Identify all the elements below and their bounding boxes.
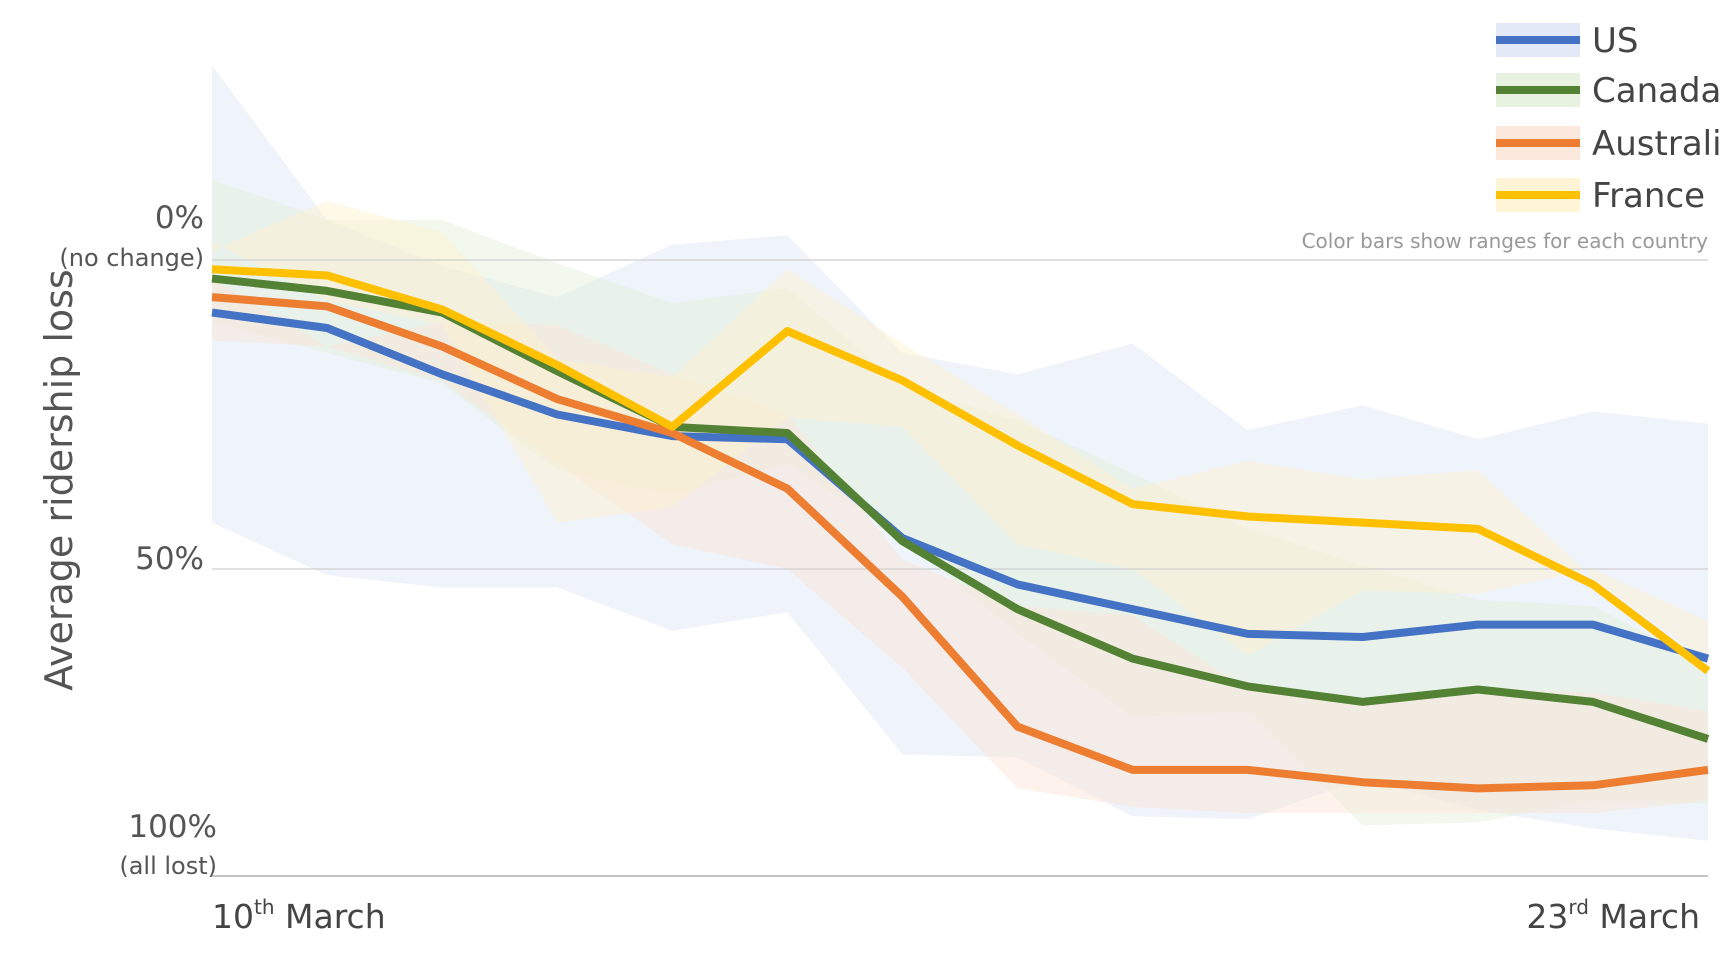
- legend-line-swatch-us: [1496, 36, 1580, 44]
- y-tick-label-0: 0%: [155, 200, 204, 236]
- legend-line-swatch-france: [1496, 191, 1580, 199]
- range-band-us: [212, 65, 1708, 841]
- y-tick-sublabel-0: (no change): [59, 244, 204, 272]
- x-label-end: 23rd March: [1526, 895, 1700, 936]
- series-line-australia: [211, 293, 1709, 793]
- y-axis-title: Average ridership loss: [37, 269, 81, 690]
- legend: US Canada Australia France: [1496, 21, 1722, 216]
- range-bands: [212, 65, 1708, 841]
- series-lines: [211, 265, 1711, 793]
- series-line-us: [211, 308, 1710, 663]
- legend-label-france: France: [1592, 176, 1705, 216]
- legend-label-australia: Australia: [1592, 124, 1722, 164]
- legend-line-swatch-canada: [1496, 86, 1580, 94]
- legend-item-france: France: [1496, 176, 1705, 216]
- y-tick-label-50: 50%: [135, 541, 204, 577]
- range-band-australia: [212, 278, 1708, 814]
- range-band-canada: [212, 179, 1708, 826]
- y-tick-sublabel-100: (all lost): [119, 852, 217, 880]
- legend-label-canada: Canada: [1592, 71, 1721, 111]
- legend-item-us: US: [1496, 21, 1638, 61]
- legend-item-canada: Canada: [1496, 71, 1721, 111]
- axes: Average ridership loss 0% (no change) 50% 1…: [37, 200, 217, 880]
- range-note: Color bars show ranges for each country: [1302, 229, 1709, 253]
- gridlines: [212, 259, 1708, 877]
- range-band-france: [212, 201, 1708, 662]
- x-label-start: 10th March: [212, 895, 386, 936]
- y-tick-label-100: 100%: [128, 809, 217, 845]
- legend-item-australia: Australia: [1496, 124, 1722, 164]
- x-axis-labels: 10th March 23rd March: [212, 895, 1700, 936]
- legend-label-us: US: [1592, 21, 1638, 61]
- legend-line-swatch-australia: [1496, 139, 1580, 147]
- series-line-france: [211, 265, 1711, 675]
